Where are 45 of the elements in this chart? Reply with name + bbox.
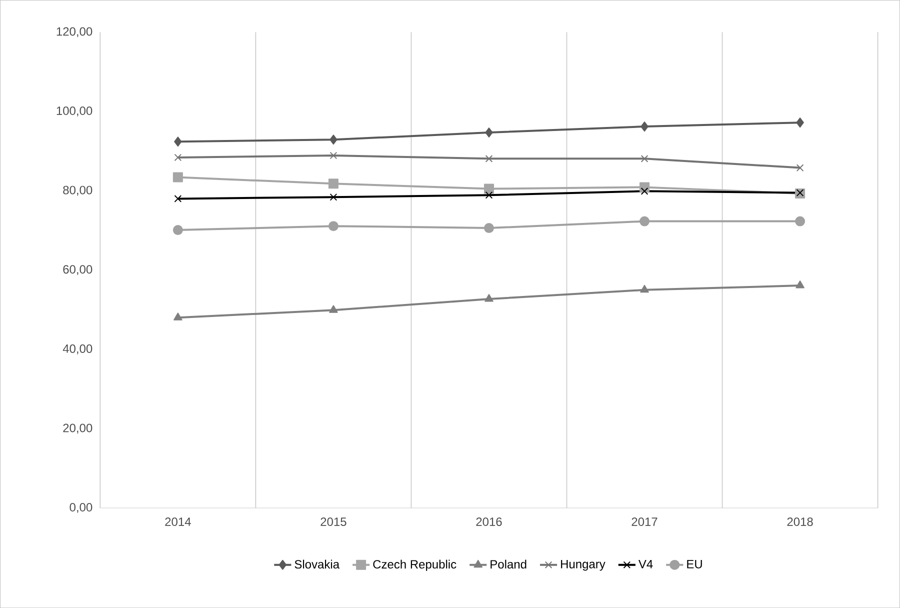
- point: [796, 280, 804, 288]
- point: [484, 222, 494, 233]
- legend-label: V4: [638, 560, 653, 568]
- point: [330, 152, 338, 160]
- point: [174, 312, 182, 320]
- point: [796, 164, 804, 172]
- legend-label: Poland: [490, 560, 526, 568]
- x-tick-label: 2015: [320, 517, 346, 526]
- y-tick-label: 0,00: [70, 502, 92, 513]
- point: [640, 284, 649, 293]
- legend-label: Slovakia: [294, 560, 340, 568]
- point: [640, 121, 648, 132]
- point: [329, 305, 338, 313]
- point: [330, 134, 338, 145]
- x-tick-label: 2018: [787, 517, 813, 526]
- point: [330, 193, 338, 201]
- y-tick-label: 20,00: [63, 424, 92, 434]
- y-tick-label: 80,00: [63, 186, 92, 196]
- legend-label: EU: [687, 560, 702, 568]
- point: [796, 118, 804, 128]
- point: [172, 172, 183, 182]
- point: [328, 178, 338, 189]
- point: [795, 216, 806, 226]
- point: [484, 184, 494, 194]
- point: [174, 194, 182, 202]
- point: [174, 154, 182, 162]
- point: [174, 136, 182, 147]
- point: [485, 191, 493, 199]
- point: [640, 187, 648, 195]
- point: [328, 221, 338, 231]
- y-tick-label: 120,00: [56, 27, 92, 38]
- point: [640, 216, 650, 226]
- x-tick-label: 2017: [632, 517, 658, 526]
- point: [484, 294, 494, 302]
- point: [172, 224, 183, 235]
- point: [640, 154, 648, 162]
- y-tick-label: 100,00: [56, 106, 92, 116]
- legend-label: Hungary: [561, 560, 606, 571]
- x-tick-label: 2014: [165, 517, 191, 526]
- y-tick-label: 40,00: [62, 344, 92, 354]
- y-tick-label: 60,00: [63, 265, 92, 275]
- legend-label: Czech Republic: [373, 560, 456, 571]
- x-tick-label: 2016: [476, 517, 502, 526]
- point: [485, 154, 493, 162]
- point: [485, 127, 493, 138]
